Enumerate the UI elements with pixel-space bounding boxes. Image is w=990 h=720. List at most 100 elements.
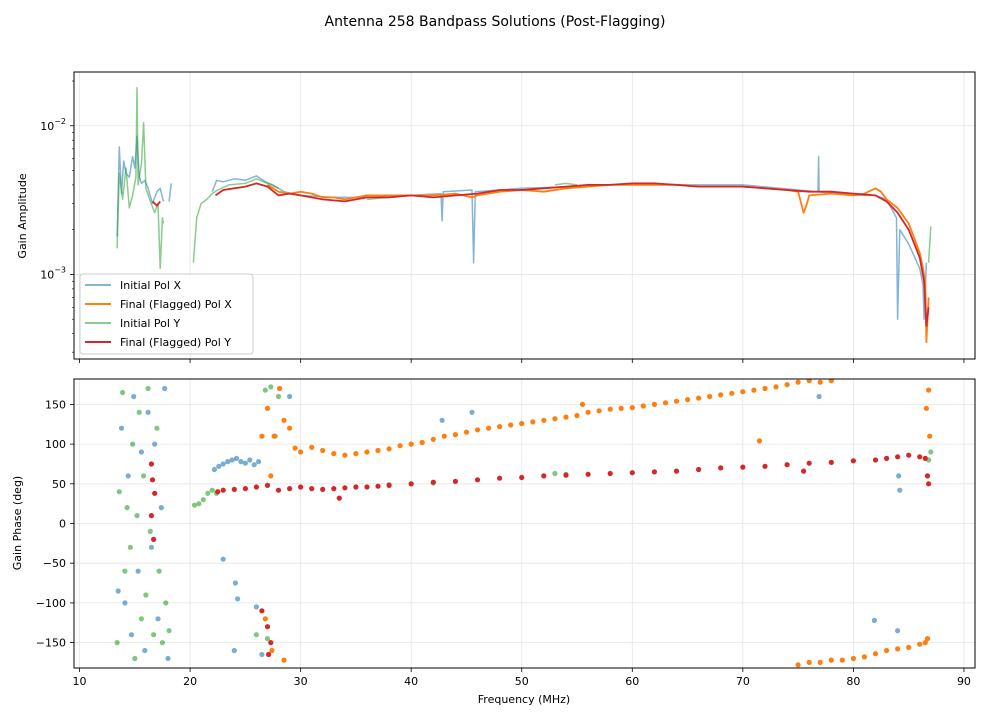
legend-frame: [79, 273, 254, 355]
phase-point-final-x: [320, 447, 326, 454]
phase-point-init-x: [251, 462, 257, 468]
phase-ticks: 10 20 30 40 50 60 70 80 90 150 100 50 0 −50 −100 −150: [36, 398, 971, 688]
phase-point-final-y: [430, 479, 436, 485]
phase-point-init-y: [209, 487, 215, 493]
phase-point-final-y: [718, 465, 724, 471]
phase-point-final-x: [884, 647, 890, 654]
amplitude-line-init-y: [116, 87, 165, 270]
phase-point-final-y: [264, 624, 271, 630]
phase-point-final-x: [729, 390, 735, 396]
phase-point-final-y: [801, 468, 807, 474]
phase-point-final-y: [497, 475, 503, 481]
phase-point-init-y: [166, 628, 172, 634]
phase-point-final-y: [850, 458, 857, 464]
phase-point-final-y: [519, 474, 525, 481]
phase-point-final-y: [275, 487, 282, 493]
legend-label-initial-pol-x: Initial Pol X: [120, 279, 181, 292]
phase-point-final-x: [281, 657, 287, 663]
phase-point-final-y: [148, 461, 154, 467]
phase-point-init-y: [147, 528, 153, 535]
phase-point-init-y: [268, 384, 274, 390]
x-tick-label: 60: [625, 675, 639, 688]
phase-point-init-y: [132, 655, 138, 662]
phase-point-init-y: [205, 490, 211, 496]
phase-point-final-x: [662, 400, 669, 406]
phase-point-init-x: [211, 466, 217, 473]
phase-point-init-x: [152, 441, 158, 447]
phase-point-final-x: [795, 379, 801, 385]
phase-point-final-x: [441, 433, 447, 439]
phase-point-final-x: [806, 659, 812, 666]
phase-point-init-y: [196, 501, 202, 507]
phase-point-init-x: [253, 604, 259, 610]
phase-point-final-x: [861, 654, 868, 660]
phase-point-init-x: [122, 600, 128, 606]
amplitude-y-tick-label: 10−3: [40, 265, 66, 281]
phase-point-init-x: [115, 588, 121, 594]
phase-point-init-x: [256, 459, 262, 465]
phase-point-init-x: [148, 544, 154, 550]
phase-point-final-y: [309, 486, 315, 492]
phase-point-final-y: [895, 454, 901, 460]
phase-point-init-x: [238, 459, 244, 465]
phase-point-final-y: [259, 608, 265, 614]
phase-point-final-x: [519, 420, 525, 427]
phase-point-init-x: [162, 385, 168, 392]
phase-point-final-x: [364, 449, 370, 455]
phase-point-final-x: [596, 408, 602, 414]
phase-point-final-x: [696, 395, 702, 401]
phase-point-final-x: [574, 412, 580, 419]
phase-point-final-x: [618, 405, 624, 411]
phase-point-final-y: [629, 470, 635, 476]
phase-point-init-y: [141, 473, 147, 479]
phase-point-init-x: [897, 487, 903, 493]
amplitude-line-final-y: [214, 182, 930, 327]
legend-label-final-pol-y: Final (Flagged) Pol Y: [120, 336, 231, 349]
phase-point-final-x: [292, 445, 298, 451]
phase-point-final-y: [151, 536, 157, 543]
phase-point-final-y: [231, 486, 237, 492]
x-tick-label: 20: [183, 675, 197, 688]
amplitude-line-init-y: [192, 178, 279, 263]
phase-point-final-y: [452, 478, 458, 484]
phase-point-final-y: [152, 490, 158, 496]
phase-point-final-x: [287, 425, 293, 431]
amplitude-panel: 10−2 10−3 Gain Amplitude Initial Pol X Fi…: [16, 71, 976, 363]
phase-y-tick-label: 0: [59, 518, 66, 531]
phase-point-final-x: [895, 646, 901, 652]
phase-point-final-x: [375, 447, 381, 454]
legend-label-initial-pol-y: Initial Pol Y: [120, 317, 180, 330]
phase-point-final-y: [673, 468, 680, 474]
phase-point-init-x: [247, 457, 253, 463]
phase-point-final-x: [828, 379, 834, 384]
phase-point-init-y: [138, 616, 144, 622]
phase-point-init-x: [138, 449, 144, 455]
phase-point-init-x: [165, 655, 171, 662]
phase-point-final-y: [408, 481, 414, 487]
phase-point-final-y: [828, 459, 834, 465]
phase-point-final-x: [640, 403, 646, 409]
phase-point-final-y: [287, 486, 293, 492]
phase-point-final-y: [607, 470, 613, 477]
phase-point-final-x: [430, 436, 436, 442]
phase-point-final-y: [926, 481, 932, 487]
phase-point-final-x: [530, 419, 536, 425]
phase-point-final-y: [353, 484, 359, 490]
phase-point-final-x: [651, 401, 658, 407]
phase-point-final-x: [839, 657, 845, 663]
amplitude-line-init-x: [211, 155, 928, 320]
phase-point-final-x: [906, 644, 912, 651]
phase-point-final-x: [673, 398, 680, 404]
phase-point-final-x: [497, 424, 503, 430]
phase-point-init-x: [871, 617, 878, 624]
phase-point-init-x: [225, 459, 231, 465]
phase-point-final-y: [806, 460, 812, 466]
phase-y-tick-label: 100: [45, 438, 66, 451]
phase-point-init-x: [242, 460, 248, 466]
phase-point-final-y: [474, 477, 481, 483]
phase-point-final-y: [242, 486, 248, 492]
phase-point-final-x: [923, 405, 930, 411]
phase-point-init-x: [220, 461, 226, 467]
phase-point-final-x: [397, 443, 403, 449]
phase-point-final-x: [762, 385, 768, 392]
